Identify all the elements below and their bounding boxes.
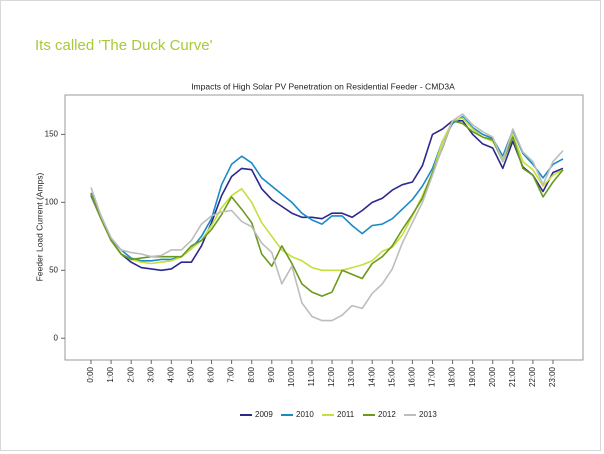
y-tick-label: 50 xyxy=(49,265,58,274)
series-line xyxy=(90,115,564,262)
x-tick-label: 18:00 xyxy=(448,366,457,387)
x-tick-label: 11:00 xyxy=(307,366,316,386)
x-tick-label: 10:00 xyxy=(287,366,296,387)
x-tick-label: 17:00 xyxy=(428,366,437,387)
legend-label: 2010 xyxy=(296,410,314,419)
x-tick-label: 0:00 xyxy=(86,366,95,382)
x-tick-label: 5:00 xyxy=(187,366,196,382)
y-tick-label: 100 xyxy=(45,197,59,206)
y-tick-label: 0 xyxy=(54,333,59,342)
x-tick-label: 4:00 xyxy=(166,366,175,382)
x-tick-label: 2:00 xyxy=(126,366,135,382)
series-line xyxy=(90,113,564,322)
series-line xyxy=(90,120,564,297)
x-tick-label: 13:00 xyxy=(347,366,356,387)
legend-label: 2011 xyxy=(337,410,355,419)
x-tick-label: 12:00 xyxy=(327,366,336,387)
series-line xyxy=(90,120,564,272)
y-tick-label: 150 xyxy=(45,130,59,139)
slide-title: Its called 'The Duck Curve' xyxy=(35,37,213,54)
x-tick-label: 22:00 xyxy=(528,366,537,387)
legend-label: 2012 xyxy=(378,410,396,419)
x-tick-label: 19:00 xyxy=(468,366,477,387)
x-tick-label: 8:00 xyxy=(247,366,256,382)
chart-title: Impacts of High Solar PV Penetration on … xyxy=(191,81,455,91)
x-tick-label: 9:00 xyxy=(267,366,276,382)
x-tick-label: 6:00 xyxy=(207,366,216,382)
y-axis-label: Feeder Load Current (Amps) xyxy=(34,173,44,282)
x-tick-label: 16:00 xyxy=(408,366,417,387)
x-tick-label: 20:00 xyxy=(488,366,497,387)
x-tick-label: 21:00 xyxy=(508,366,517,387)
x-tick-label: 7:00 xyxy=(227,366,236,382)
legend-label: 2009 xyxy=(255,410,273,419)
x-tick-label: 15:00 xyxy=(387,366,396,387)
x-tick-label: 3:00 xyxy=(146,366,155,382)
x-tick-label: 23:00 xyxy=(548,366,557,387)
plot-frame xyxy=(64,94,584,361)
x-tick-label: 14:00 xyxy=(367,366,376,387)
x-tick-label: 1:00 xyxy=(106,366,115,382)
legend-label: 2013 xyxy=(419,410,437,419)
